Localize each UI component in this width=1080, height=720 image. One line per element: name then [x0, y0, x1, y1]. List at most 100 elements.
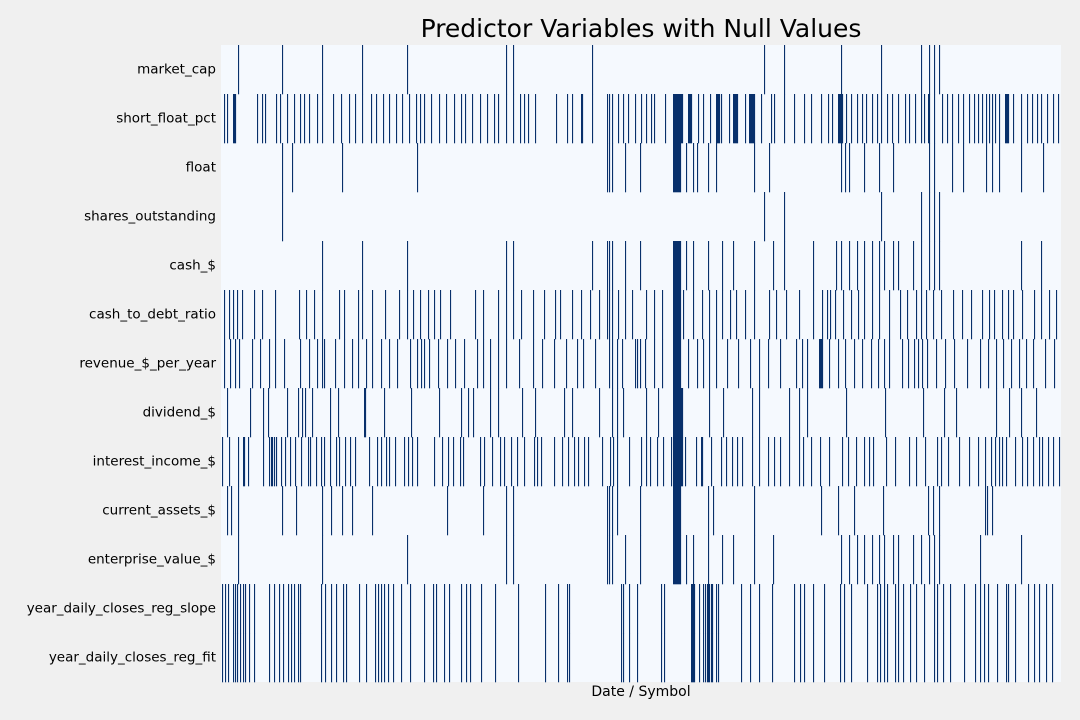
null-cell	[877, 633, 879, 683]
null-cell	[299, 290, 301, 340]
null-cell	[678, 339, 680, 389]
null-cell	[678, 241, 680, 291]
null-cell	[678, 94, 680, 144]
null-cell	[754, 241, 756, 291]
null-cell	[840, 94, 842, 144]
null-cell	[987, 486, 989, 536]
null-cell	[250, 388, 252, 438]
null-cell	[376, 94, 378, 144]
null-cell	[745, 290, 747, 340]
null-cell	[468, 388, 470, 438]
null-cell	[877, 584, 879, 634]
null-cell	[520, 94, 522, 144]
null-cell	[692, 584, 694, 634]
null-cell	[635, 339, 637, 389]
null-cell	[679, 143, 681, 193]
null-cell	[674, 241, 676, 291]
null-cell	[228, 633, 230, 683]
null-cell	[1006, 633, 1008, 683]
null-cell	[240, 633, 242, 683]
null-cell	[688, 94, 690, 144]
null-cell	[477, 339, 479, 389]
null-cell	[607, 143, 609, 193]
null-cell	[1039, 633, 1041, 683]
null-cell	[864, 241, 866, 291]
null-cell	[709, 388, 711, 438]
null-cell	[439, 94, 441, 144]
null-cell	[243, 633, 245, 683]
null-cell	[1036, 388, 1038, 438]
null-cell	[335, 339, 337, 389]
null-cell	[651, 94, 653, 144]
null-cell	[773, 535, 775, 585]
null-cell	[675, 290, 677, 340]
null-cell	[298, 388, 300, 438]
null-cell	[840, 584, 842, 634]
null-cell	[470, 633, 472, 683]
null-cell	[632, 290, 634, 340]
null-cell	[909, 437, 911, 487]
null-cell	[300, 339, 302, 389]
null-cell	[662, 339, 664, 389]
null-cell	[595, 339, 597, 389]
null-cell	[988, 633, 990, 683]
null-cell	[331, 486, 333, 536]
null-cell	[1027, 437, 1029, 487]
null-cell	[864, 437, 866, 487]
null-cell	[417, 339, 419, 389]
null-cell	[1032, 94, 1034, 144]
null-cell	[691, 633, 693, 683]
null-cell	[759, 584, 761, 634]
null-cell	[494, 94, 496, 144]
null-cell	[483, 339, 485, 389]
null-cell	[408, 437, 410, 487]
null-cell	[928, 94, 930, 144]
null-cell	[233, 290, 235, 340]
null-cell	[1056, 290, 1058, 340]
null-cell	[439, 388, 441, 438]
null-cell	[750, 584, 752, 634]
null-cell	[999, 143, 1001, 193]
null-cell	[995, 94, 997, 144]
null-cell	[421, 339, 423, 389]
null-cell	[842, 437, 844, 487]
null-cell	[774, 94, 776, 144]
row-label: interest_income_$	[93, 454, 216, 470]
null-cell	[433, 633, 435, 683]
null-cell	[969, 437, 971, 487]
null-cell	[677, 94, 679, 144]
null-cell	[754, 143, 756, 193]
null-cell	[625, 143, 627, 193]
null-cell	[302, 388, 304, 438]
null-cell	[492, 437, 494, 487]
null-cell	[680, 241, 682, 291]
null-cell	[612, 388, 614, 438]
null-cell	[800, 584, 802, 634]
null-cell	[975, 633, 977, 683]
null-cell	[937, 633, 939, 683]
null-cell	[308, 437, 310, 487]
null-cell	[401, 584, 403, 634]
null-cell	[399, 290, 401, 340]
null-cell	[410, 633, 412, 683]
null-cell	[381, 437, 383, 487]
null-cell	[237, 633, 239, 683]
null-cell	[683, 290, 685, 340]
null-cell	[986, 143, 988, 193]
null-cell	[310, 437, 312, 487]
null-cell	[537, 437, 539, 487]
null-cell	[872, 535, 874, 585]
null-cell	[999, 437, 1001, 487]
null-cell	[237, 584, 239, 634]
null-cell	[269, 339, 271, 389]
null-cell	[692, 633, 694, 683]
null-cell	[581, 94, 583, 144]
null-cell	[607, 535, 609, 585]
null-cell	[447, 339, 449, 389]
null-cell	[433, 584, 435, 634]
null-cell	[409, 94, 411, 144]
null-cell	[343, 584, 345, 634]
null-cell	[682, 388, 684, 438]
null-cell	[918, 339, 920, 389]
null-cell	[581, 290, 583, 340]
